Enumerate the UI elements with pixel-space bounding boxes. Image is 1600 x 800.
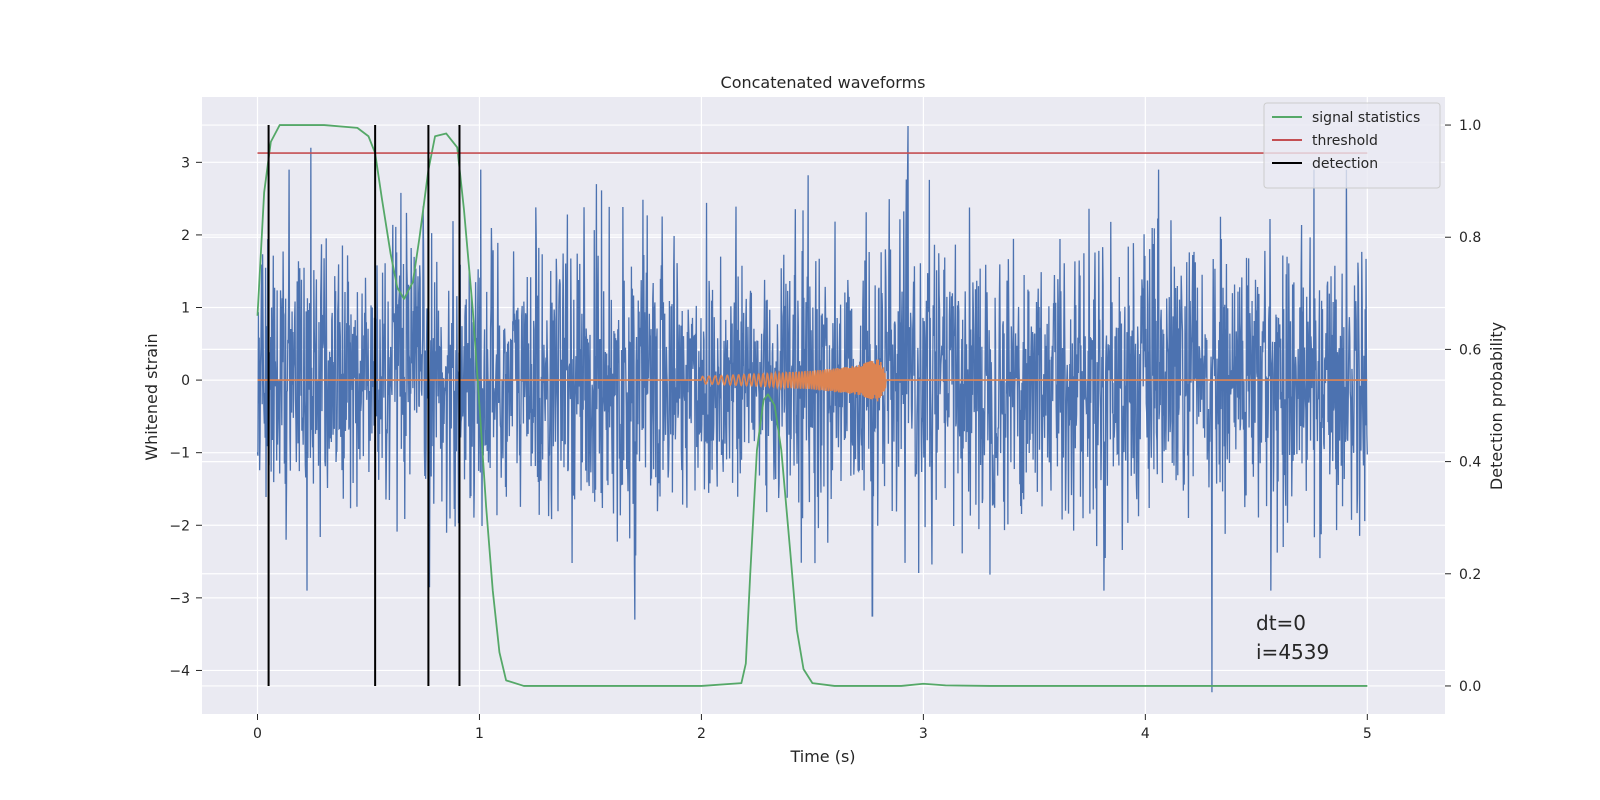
legend-box [1263,102,1441,189]
legend-entry: signal statistics [1312,110,1420,126]
y-tick-label: 3 [181,155,190,171]
y-tick-label: −1 [169,446,190,462]
probability-series [256,124,1368,687]
strain-series [256,126,1368,693]
y-tick-label: −3 [169,591,190,607]
x-axis-label: Time (s) [789,747,855,766]
chart-title: Concatenated waveforms [721,73,926,92]
right-y-tick-label: 0.2 [1459,567,1481,583]
y-tick-label: 2 [181,228,190,244]
x-tick-label: 5 [1363,726,1372,742]
y-tick-label: 0 [181,373,190,389]
grid [202,97,1445,714]
x-tick-label: 0 [253,726,262,742]
template-series [257,359,1368,402]
right-y-axis-label: Detection probability [1487,322,1506,490]
x-tick-label: 2 [697,726,706,742]
template-line [257,359,1368,402]
right-y-tick-label: 1.0 [1459,118,1481,134]
y-tick-label: −4 [169,663,190,679]
legend-entry: threshold [1312,133,1378,149]
annotation-line: dt=0 [1256,611,1306,635]
strain-line [256,126,1368,693]
axes: 0 1 2 3 4 5 −4 −3 −2 −1 0 1 2 3 0.0 0.2 0.4 0.6 0.8 1.0 [169,118,1481,742]
x-tick-label: 4 [1141,726,1150,742]
x-tick-label: 3 [919,726,928,742]
y-axis-label: Whitened strain [142,333,161,460]
y-tick-label: −2 [169,518,190,534]
legend: signal statistics threshold detection [1263,102,1441,189]
right-y-tick-label: 0.0 [1459,679,1481,695]
right-y-tick-label: 0.4 [1459,455,1481,471]
annotation: dt=0 i=4539 [1256,611,1329,664]
x-tick-label: 1 [475,726,484,742]
annotation-line: i=4539 [1256,640,1329,664]
right-y-tick-label: 0.8 [1459,230,1481,246]
right-y-tick-label: 0.6 [1459,342,1481,358]
signal-statistics-line [256,124,1368,687]
legend-entry: detection [1312,156,1378,172]
y-tick-label: 1 [181,301,190,317]
